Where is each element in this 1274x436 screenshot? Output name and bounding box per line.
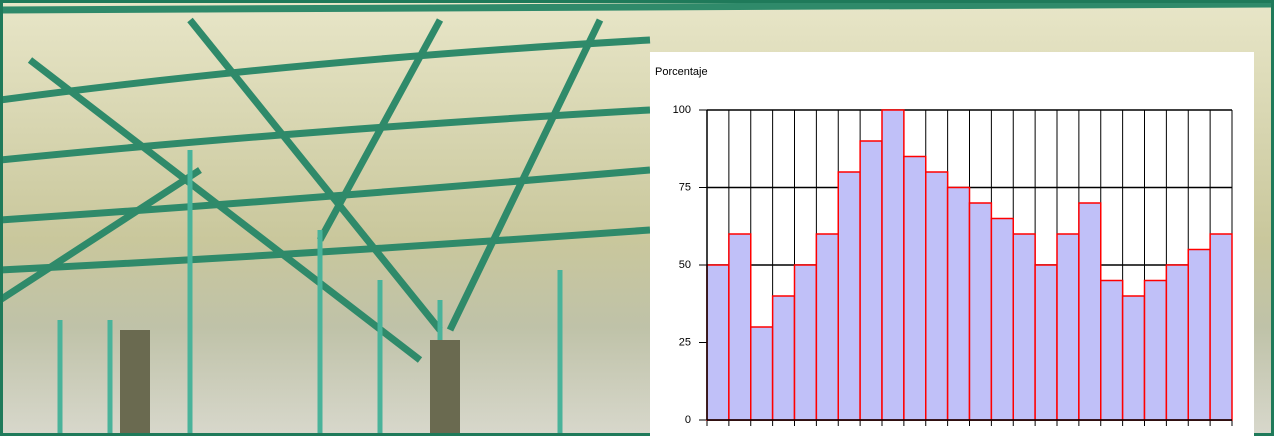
bar bbox=[1165, 264, 1189, 421]
y-tick-label: 0 bbox=[685, 414, 691, 426]
y-tick-label: 25 bbox=[679, 336, 691, 348]
bar bbox=[1034, 264, 1058, 421]
y-tick-label: 50 bbox=[679, 259, 691, 271]
bar bbox=[1056, 233, 1080, 421]
y-tick-label: 100 bbox=[673, 104, 691, 116]
bar bbox=[859, 140, 883, 421]
bar bbox=[990, 217, 1014, 421]
bar bbox=[881, 109, 905, 421]
bar bbox=[1078, 202, 1102, 421]
bar bbox=[1100, 279, 1124, 421]
bar bbox=[1209, 233, 1233, 421]
bar bbox=[706, 264, 730, 421]
bar bbox=[771, 295, 796, 421]
bar bbox=[903, 155, 927, 421]
bar bbox=[925, 171, 949, 421]
chart-title: Porcentaje bbox=[655, 66, 708, 78]
bar bbox=[837, 171, 861, 421]
bar bbox=[750, 326, 774, 421]
bar bbox=[1187, 248, 1211, 421]
y-tick-label: 75 bbox=[679, 181, 691, 193]
bar bbox=[728, 233, 752, 421]
bar bbox=[1012, 233, 1036, 421]
bar bbox=[968, 202, 993, 421]
bar bbox=[793, 264, 818, 421]
bar bbox=[815, 233, 839, 421]
bar bbox=[1121, 295, 1146, 421]
bar bbox=[946, 186, 971, 421]
bar bbox=[1143, 279, 1168, 421]
